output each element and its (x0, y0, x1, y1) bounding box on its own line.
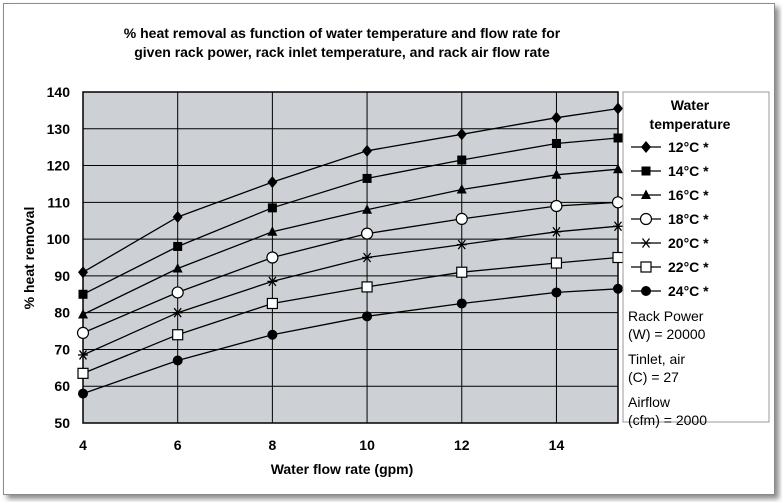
note-line: (cfm) = 2000 (628, 412, 707, 428)
chart-frame: % heat removal as function of water temp… (3, 3, 775, 495)
series-point-0 (78, 266, 88, 279)
y-tick-label: 110 (47, 194, 70, 210)
series-point-0 (267, 176, 278, 189)
x-tick-label: 4 (79, 437, 87, 453)
x-tick-label: 10 (359, 437, 375, 453)
legend-marker (641, 166, 651, 176)
legend-marker (641, 286, 651, 296)
y-tick-label: 130 (47, 121, 71, 137)
series-point-2 (456, 183, 467, 194)
legend-title-line-1: Water (671, 97, 710, 113)
x-tick-label: 12 (454, 437, 470, 453)
y-tick-label: 60 (54, 378, 70, 394)
y-tick-label: 90 (54, 268, 70, 284)
series-point-3 (550, 199, 563, 213)
series-point-5 (550, 257, 563, 269)
series-point-1 (457, 155, 467, 165)
x-axis-label: Water flow rate (gpm) (271, 461, 414, 477)
series-point-4 (551, 226, 562, 237)
y-tick-label: 80 (54, 305, 70, 321)
y-axis-label: % heat removal (21, 207, 37, 310)
series-point-6 (456, 298, 467, 309)
legend-marker (639, 212, 653, 226)
x-axis-ticks: 4 6 8 10 12 14 (79, 437, 564, 453)
y-tick-label: 50 (54, 415, 70, 431)
series-point-5 (612, 251, 624, 264)
series-point-2 (362, 204, 373, 214)
series-point-6 (551, 287, 562, 298)
y-tick-label: 140 (47, 84, 71, 100)
series-point-3 (76, 326, 90, 339)
series-point-3 (611, 196, 625, 209)
series-point-6 (362, 311, 373, 322)
series-point-5 (266, 297, 278, 310)
series-point-2 (78, 309, 88, 319)
plot-area (82, 91, 619, 424)
legend-entries: 12°C * 14°C * 16°C * 18°C * 20°C * 22°C * 24°C… (631, 139, 709, 299)
series-point-6 (172, 355, 183, 366)
series-point-1 (78, 289, 88, 299)
legend-marker (640, 261, 652, 273)
series-point-1 (267, 203, 277, 213)
legend-label: 16°C * (668, 187, 709, 203)
series-point-4 (267, 276, 278, 287)
legend-label: 12°C * (668, 139, 709, 155)
legend-label: 14°C * (668, 163, 709, 179)
series-point-1 (173, 241, 183, 251)
x-tick-label: 8 (268, 437, 276, 453)
series-point-4 (172, 307, 183, 318)
parameter-notes: Rack Power (W) = 20000 Tinlet, air (C) = 27… (628, 308, 707, 428)
series-point-0 (551, 111, 562, 124)
series-point-3 (455, 212, 468, 225)
series-point-6 (78, 388, 88, 399)
y-axis-ticks: 50 60 70 80 90 100 110 120 130 140 (47, 84, 71, 431)
legend-marker (641, 189, 651, 199)
note-line: Airflow (628, 394, 671, 410)
note-line: Rack Power (628, 308, 704, 324)
series-point-5 (77, 367, 89, 379)
legend-marker (641, 141, 651, 153)
legend-label: 20°C * (668, 235, 709, 251)
series-point-0 (362, 144, 373, 157)
series-point-1 (362, 173, 372, 183)
legend-title-line-2: temperature (650, 116, 731, 132)
series-point-3 (266, 251, 279, 264)
series-point-2 (613, 163, 623, 174)
series-point-0 (456, 128, 467, 141)
series-group (76, 102, 625, 399)
series-point-4 (613, 221, 623, 232)
legend-marker (641, 238, 651, 248)
series-point-4 (456, 239, 467, 250)
series-point-0 (613, 102, 623, 115)
y-tick-label: 120 (47, 158, 71, 174)
note-line: (W) = 20000 (628, 326, 706, 342)
legend-label: 18°C * (668, 211, 709, 227)
series-point-3 (360, 227, 374, 240)
series-point-6 (267, 329, 278, 340)
series-point-4 (78, 350, 88, 360)
series-point-2 (551, 169, 562, 179)
series-point-3 (171, 286, 184, 299)
note-line: Tinlet, air (628, 351, 685, 367)
series-point-5 (456, 266, 468, 278)
series-point-2 (267, 226, 278, 236)
series-point-6 (613, 283, 623, 294)
series-point-1 (613, 133, 623, 143)
legend-label: 22°C * (668, 259, 709, 275)
heat-removal-chart: % heat removal as function of water temp… (21, 25, 770, 477)
x-tick-label: 14 (549, 437, 565, 453)
series-point-5 (172, 329, 184, 341)
series-point-4 (362, 252, 373, 263)
chart-title-line-2: given rack power, rack inlet temperature… (134, 44, 550, 60)
series-point-2 (172, 263, 183, 273)
legend-label: 24°C * (668, 283, 709, 299)
x-tick-label: 6 (174, 437, 182, 453)
series-point-1 (551, 138, 561, 148)
note-line: (C) = 27 (628, 369, 679, 385)
series-point-0 (172, 211, 183, 224)
y-tick-label: 100 (47, 231, 71, 247)
series-point-5 (361, 281, 373, 293)
y-tick-label: 70 (54, 341, 70, 357)
chart-title-line-1: % heat removal as function of water temp… (124, 25, 561, 41)
